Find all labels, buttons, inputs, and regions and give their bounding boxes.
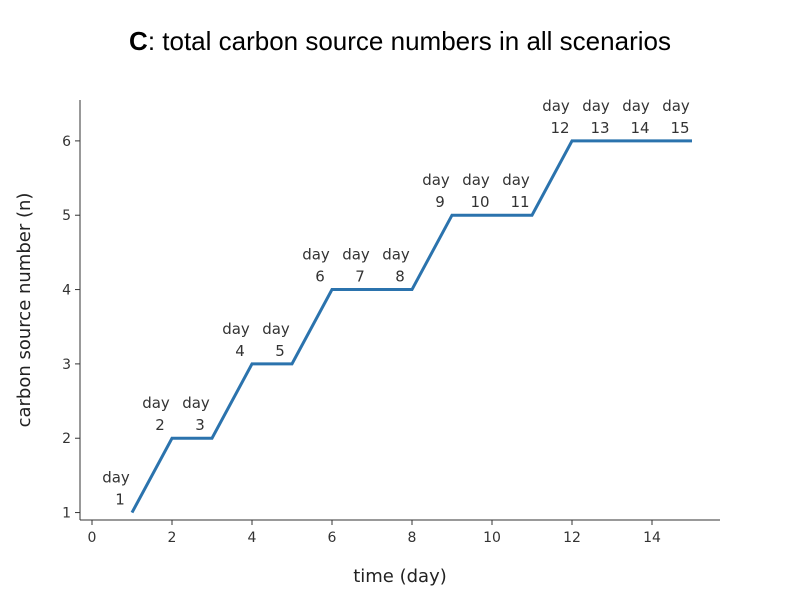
- y-tick-label: 1: [62, 506, 71, 522]
- annotation-day-label: day: [462, 171, 490, 189]
- annotation-day-label: day: [662, 97, 690, 115]
- annotation-day-number: 14: [630, 119, 649, 137]
- annotation-day-label: day: [582, 97, 610, 115]
- x-tick-label: 4: [248, 530, 257, 546]
- annotation-day-number: 12: [550, 119, 569, 137]
- chart-title-rest: : total carbon source numbers in all sce…: [148, 26, 671, 56]
- annotation-day-label: day: [302, 246, 330, 264]
- x-tick-label: 14: [643, 530, 661, 546]
- annotation-day-number: 3: [195, 416, 205, 434]
- x-tick-label: 6: [328, 530, 337, 546]
- chart-title-prefix: C: [129, 26, 148, 56]
- annotation-layer: day 1 day 2 day 3 day 4 day 5 day 6 day 7 day 8 day 9 day 1…: [102, 97, 690, 509]
- annotation-day-label: day: [622, 97, 650, 115]
- annotation-day-number: 11: [510, 193, 529, 211]
- annotation-day-number: 10: [470, 193, 489, 211]
- annotation-day-label: day: [182, 394, 210, 412]
- x-tick-label: 8: [408, 530, 417, 546]
- annotation-day-number: 7: [355, 268, 365, 286]
- annotation-day-number: 2: [155, 416, 165, 434]
- annotation-day-label: day: [382, 246, 410, 264]
- y-axis-label: carbon source number (n): [14, 193, 35, 428]
- x-tick-label: 2: [168, 530, 177, 546]
- annotation-day-label: day: [342, 246, 370, 264]
- annotation-day-label: day: [542, 97, 570, 115]
- y-tick-label: 4: [62, 283, 71, 299]
- annotation-day-label: day: [102, 469, 130, 487]
- annotation-day-number: 1: [115, 491, 125, 509]
- annotation-day-label: day: [422, 171, 450, 189]
- series-layer: [130, 139, 692, 514]
- annotation-day-number: 6: [315, 268, 325, 286]
- chart-title: C: total carbon source numbers in all sc…: [129, 26, 671, 56]
- y-tick-label: 6: [62, 134, 71, 150]
- annotation-day-label: day: [222, 320, 250, 338]
- annotation-day-number: 13: [590, 119, 609, 137]
- x-tick-label: 12: [563, 530, 581, 546]
- annotation-day-number: 9: [435, 193, 445, 211]
- x-axis-label: time (day): [353, 566, 447, 587]
- y-tick-label: 2: [62, 431, 71, 447]
- annotation-day-number: 8: [395, 268, 405, 286]
- y-tick-label: 5: [62, 208, 71, 224]
- annotation-day-label: day: [502, 171, 530, 189]
- x-tick-label: 0: [88, 530, 97, 546]
- annotation-day-number: 5: [275, 342, 285, 360]
- y-tick-label: 3: [62, 357, 71, 373]
- axes: [79, 100, 720, 521]
- annotation-day-label: day: [262, 320, 290, 338]
- annotation-day-label: day: [142, 394, 170, 412]
- annotation-day-number: 4: [235, 342, 245, 360]
- x-tick-label: 10: [483, 530, 501, 546]
- annotation-day-number: 15: [670, 119, 689, 137]
- series-line: [130, 139, 692, 514]
